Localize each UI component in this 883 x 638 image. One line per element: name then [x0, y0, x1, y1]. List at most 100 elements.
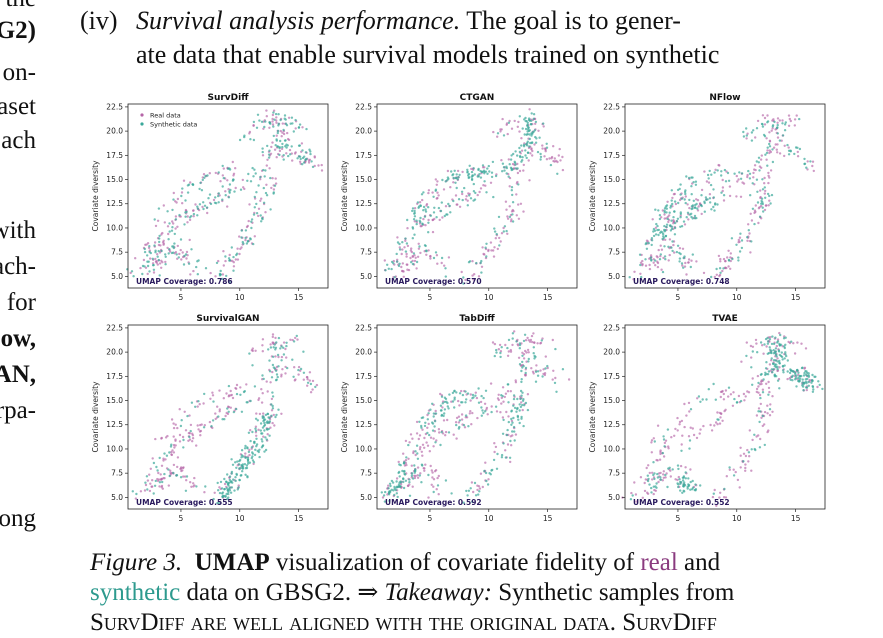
real-data-point [567, 378, 571, 381]
real-data-point [311, 388, 314, 391]
synthetic-data-point [252, 138, 256, 142]
real-data-point [533, 143, 536, 146]
synthetic-data-point [443, 412, 446, 415]
real-data-point [660, 268, 663, 271]
real-data-point [424, 463, 427, 466]
synthetic-data-point [807, 384, 810, 387]
synthetic-data-point [671, 468, 674, 471]
real-data-point [405, 252, 408, 256]
real-data-point [778, 366, 781, 369]
real-data-point [421, 454, 424, 457]
real-data-point [414, 453, 417, 457]
real-data-point [410, 464, 413, 467]
real-data-point [162, 459, 165, 462]
synthetic-data-point [666, 217, 669, 221]
real-data-point [416, 474, 419, 477]
synthetic-data-point [761, 391, 765, 394]
real-data-point [657, 472, 661, 475]
real-data-point [755, 342, 758, 345]
real-data-point [806, 160, 809, 163]
synthetic-data-point [190, 401, 194, 404]
real-data-point [282, 132, 286, 136]
synthetic-data-point [688, 213, 692, 216]
synthetic-data-point [229, 491, 233, 494]
synthetic-data-point [245, 464, 249, 467]
synthetic-data-point [439, 209, 443, 213]
synthetic-data-point [713, 171, 716, 174]
real-data-point [425, 253, 428, 256]
real-data-point [543, 372, 547, 375]
synthetic-data-point [484, 471, 488, 475]
synthetic-data-point [514, 163, 517, 166]
real-data-point [761, 424, 764, 428]
real-data-point [227, 188, 230, 191]
real-data-point [542, 368, 545, 371]
real-data-point [778, 119, 781, 122]
real-data-point [460, 418, 464, 421]
synthetic-data-point [766, 192, 770, 196]
synthetic-data-point [661, 270, 665, 274]
real-data-point [446, 418, 449, 422]
synthetic-data-point [507, 401, 510, 404]
synthetic-data-point [186, 184, 190, 187]
synthetic-data-point [691, 488, 694, 491]
real-data-point [541, 337, 544, 340]
synthetic-data-point [663, 228, 666, 232]
synthetic-data-point [226, 407, 229, 410]
real-data-point [470, 481, 474, 484]
real-data-point [767, 181, 770, 185]
real-data-point [662, 473, 665, 476]
real-data-point [214, 275, 217, 278]
synthetic-data-point [230, 472, 233, 475]
real-data-point [695, 198, 698, 201]
synthetic-data-point [726, 171, 730, 175]
synthetic-data-point [738, 250, 742, 253]
synthetic-data-point [522, 143, 526, 147]
synthetic-data-point [383, 500, 387, 503]
real-data-point [275, 156, 278, 159]
synthetic-data-point [511, 337, 514, 340]
synthetic-data-point [158, 234, 161, 238]
real-data-point [254, 349, 257, 352]
real-data-point [724, 496, 728, 499]
real-data-point [763, 123, 767, 126]
synthetic-data-point [713, 209, 716, 212]
real-data-point [513, 167, 516, 170]
synthetic-data-point [235, 473, 238, 477]
synthetic-data-point [180, 419, 183, 422]
synthetic-data-point [770, 368, 774, 371]
synthetic-data-point [502, 166, 506, 169]
synthetic-data-point [751, 182, 754, 185]
real-data-point [224, 414, 227, 418]
real-data-point [167, 484, 170, 487]
synthetic-data-point [185, 210, 188, 214]
real-data-point [734, 470, 737, 474]
synthetic-data-point [628, 276, 631, 279]
real-data-point [751, 345, 755, 348]
synthetic-data-point [802, 389, 805, 392]
real-data-point [180, 469, 183, 473]
synthetic-data-point [457, 427, 461, 430]
real-data-point [193, 476, 196, 480]
synthetic-data-point [164, 255, 167, 258]
y-tick-label: 22.5 [355, 323, 372, 332]
real-data-point [789, 119, 792, 123]
real-data-point [725, 475, 728, 478]
synthetic-data-point [679, 183, 682, 186]
real-data-point [300, 142, 304, 145]
synthetic-data-point [516, 154, 519, 157]
synthetic-data-point [501, 432, 505, 435]
synthetic-data-point [164, 263, 167, 266]
synthetic-data-point [227, 410, 230, 413]
real-data-point [257, 428, 260, 431]
synthetic-data-point [141, 272, 144, 276]
synthetic-data-point [747, 451, 751, 454]
synthetic-data-point [246, 456, 250, 460]
real-data-point [688, 206, 691, 210]
synthetic-data-point [204, 267, 208, 270]
synthetic-data-point [296, 157, 299, 160]
real-data-point [265, 183, 268, 186]
synthetic-data-point [553, 381, 557, 385]
real-data-point [510, 444, 513, 447]
